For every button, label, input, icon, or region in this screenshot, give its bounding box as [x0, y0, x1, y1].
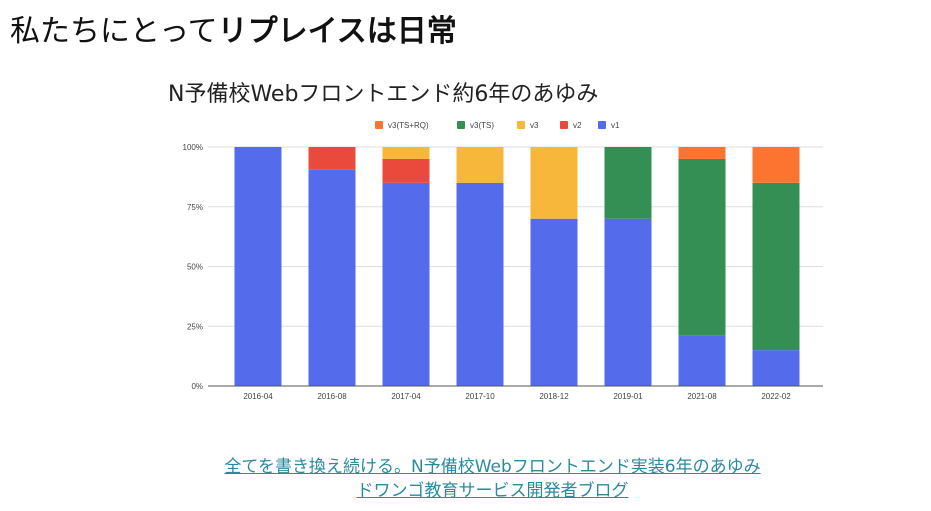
legend-label: v1	[611, 121, 620, 130]
bar-segment-v3	[530, 147, 578, 219]
blog-link-title[interactable]: 全てを書き換え続ける。N予備校Webフロントエンド実装6年のあゆみ	[224, 457, 761, 477]
bar-segment-v2	[382, 158, 430, 183]
bar-segment-v3(TS+RQ)	[678, 147, 726, 159]
bar-segment-v1	[234, 147, 282, 386]
legend-label: v3	[530, 121, 539, 130]
y-tick-label: 50%	[187, 263, 203, 272]
bar-segment-v2	[308, 147, 356, 170]
legend-label: v3(TS+RQ)	[388, 121, 429, 130]
bar-segment-v1	[530, 218, 578, 386]
legend-swatch	[560, 121, 568, 129]
bar-segment-v3(TS+RQ)	[752, 147, 800, 183]
legend-swatch	[598, 121, 606, 129]
bar-segment-v3(TS)	[752, 182, 800, 351]
x-tick-label: 2021-08	[687, 392, 717, 401]
y-tick-label: 100%	[183, 143, 203, 152]
slide-heading: 私たちにとってリプレイスは日常	[10, 6, 457, 50]
bar-segment-v3(TS)	[604, 147, 652, 219]
x-tick-label: 2022-02	[761, 392, 791, 401]
y-tick-label: 0%	[191, 382, 203, 391]
bar-segment-v1	[678, 335, 726, 386]
x-tick-label: 2019-01	[613, 392, 643, 401]
legend-label: v2	[573, 121, 582, 130]
bar-segment-v1	[382, 182, 430, 386]
x-tick-label: 2017-10	[465, 392, 495, 401]
heading-normal: 私たちにとって	[10, 14, 218, 49]
y-tick-label: 25%	[187, 322, 203, 331]
bar-segment-v3(TS)	[678, 158, 726, 336]
bar-segment-v3	[382, 147, 430, 159]
x-tick-label: 2018-12	[539, 392, 569, 401]
legend-swatch	[375, 121, 383, 129]
bar-segment-v1	[308, 169, 356, 386]
chart-title: N予備校Webフロントエンド約6年のあゆみ	[168, 82, 599, 107]
heading-bold: リプレイスは日常	[217, 14, 457, 49]
bar-segment-v1	[752, 350, 800, 386]
y-tick-label: 75%	[187, 203, 203, 212]
legend-label: v3(TS)	[470, 121, 494, 130]
legend-swatch	[457, 121, 465, 129]
bar-segment-v1	[456, 182, 504, 386]
x-tick-label: 2016-04	[243, 392, 273, 401]
x-tick-label: 2017-04	[391, 392, 421, 401]
bar-segment-v3	[456, 147, 504, 183]
legend-swatch	[517, 121, 525, 129]
bar-segment-v1	[604, 218, 652, 386]
blog-link-name[interactable]: ドワンゴ教育サービス開発者ブログ	[356, 481, 629, 501]
x-tick-label: 2016-08	[317, 392, 347, 401]
